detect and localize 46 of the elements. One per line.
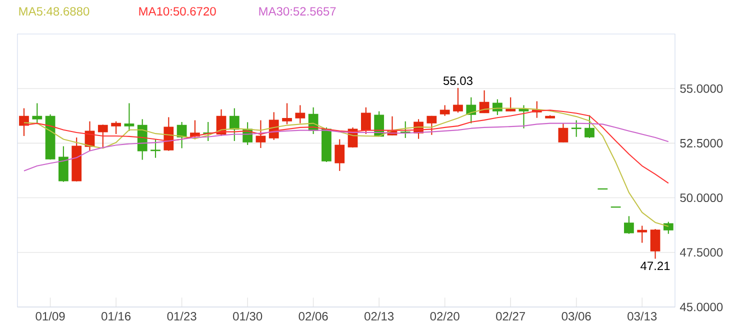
candlestick bbox=[124, 102, 134, 132]
annotation: 47.21 bbox=[640, 262, 670, 270]
x-tick-label: 01/30 bbox=[233, 312, 262, 321]
candlestick bbox=[282, 102, 292, 125]
candlestick bbox=[19, 108, 29, 137]
candlestick bbox=[571, 120, 582, 138]
candlestick bbox=[295, 104, 306, 124]
candlestick bbox=[453, 87, 463, 114]
candlestick bbox=[58, 146, 68, 182]
candlestick bbox=[518, 104, 529, 129]
candlestick bbox=[440, 104, 450, 116]
x-tick-label: 03/06 bbox=[562, 312, 591, 321]
candlestick bbox=[256, 120, 266, 149]
candlestick bbox=[111, 120, 121, 135]
candlestick bbox=[558, 122, 568, 143]
text: MA10:50.6720 bbox=[139, 7, 216, 16]
candlestick bbox=[334, 138, 345, 172]
candlestick bbox=[150, 138, 160, 158]
candlestick bbox=[426, 115, 437, 136]
candlestick bbox=[637, 225, 648, 244]
y-tick-label: 52.5000 bbox=[680, 138, 723, 148]
candlestick bbox=[32, 102, 42, 125]
annotation: 55.03 bbox=[443, 76, 472, 86]
candlestick bbox=[506, 96, 516, 112]
y-tick-label: 55.0000 bbox=[680, 84, 723, 93]
y-tick-label: 45.0000 bbox=[680, 302, 723, 312]
x-tick-label: 02/06 bbox=[298, 312, 328, 321]
candlestick bbox=[466, 96, 476, 124]
candlestick bbox=[98, 124, 108, 149]
x-tick-label: 02/27 bbox=[496, 312, 525, 321]
x-tick-label: 01/23 bbox=[167, 312, 196, 321]
candlestick bbox=[624, 216, 634, 234]
y-tick-label: 47.5000 bbox=[680, 248, 723, 257]
candlestick bbox=[584, 114, 594, 138]
x-tick-label: 03/13 bbox=[628, 312, 657, 321]
text: MA5:48.6880 bbox=[19, 7, 90, 16]
candlestick bbox=[360, 106, 371, 135]
x-tick-label: 01/09 bbox=[36, 312, 65, 321]
candlestick bbox=[663, 221, 674, 234]
x-tick-label: 01/16 bbox=[102, 312, 131, 321]
candlestick bbox=[229, 108, 240, 142]
x-tick-label: 02/13 bbox=[364, 312, 394, 321]
x-tick-label: 02/20 bbox=[430, 312, 460, 321]
y-tick-label: 50.0000 bbox=[680, 194, 723, 202]
candlestick bbox=[650, 228, 660, 260]
text: MA30:52.5657 bbox=[259, 7, 336, 16]
